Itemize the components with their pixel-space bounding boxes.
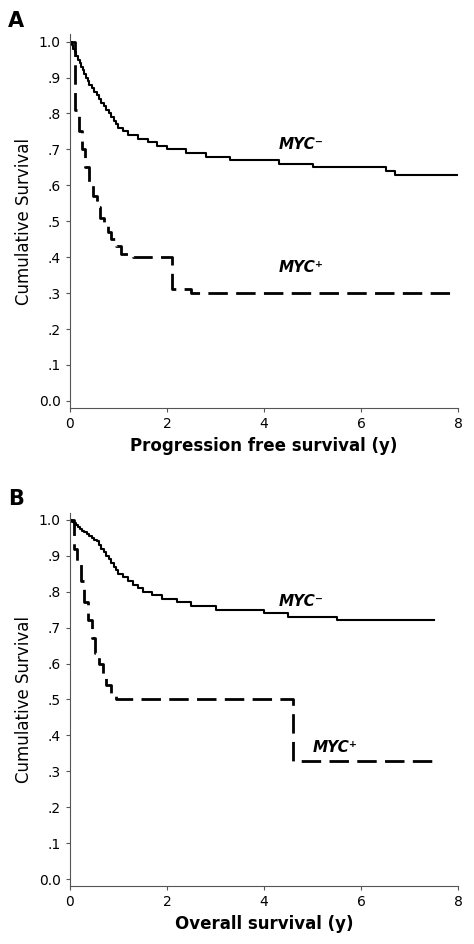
Text: A: A <box>8 10 24 30</box>
X-axis label: Progression free survival (y): Progression free survival (y) <box>130 437 398 455</box>
Text: MYC⁺: MYC⁺ <box>279 260 324 275</box>
Text: MYC⁻: MYC⁻ <box>279 594 324 609</box>
Text: B: B <box>8 489 24 509</box>
Text: MYC⁻: MYC⁻ <box>279 138 324 152</box>
Y-axis label: Cumulative Survival: Cumulative Survival <box>15 616 33 783</box>
Y-axis label: Cumulative Survival: Cumulative Survival <box>15 138 33 305</box>
X-axis label: Overall survival (y): Overall survival (y) <box>175 915 354 933</box>
Text: MYC⁺: MYC⁺ <box>313 739 357 754</box>
